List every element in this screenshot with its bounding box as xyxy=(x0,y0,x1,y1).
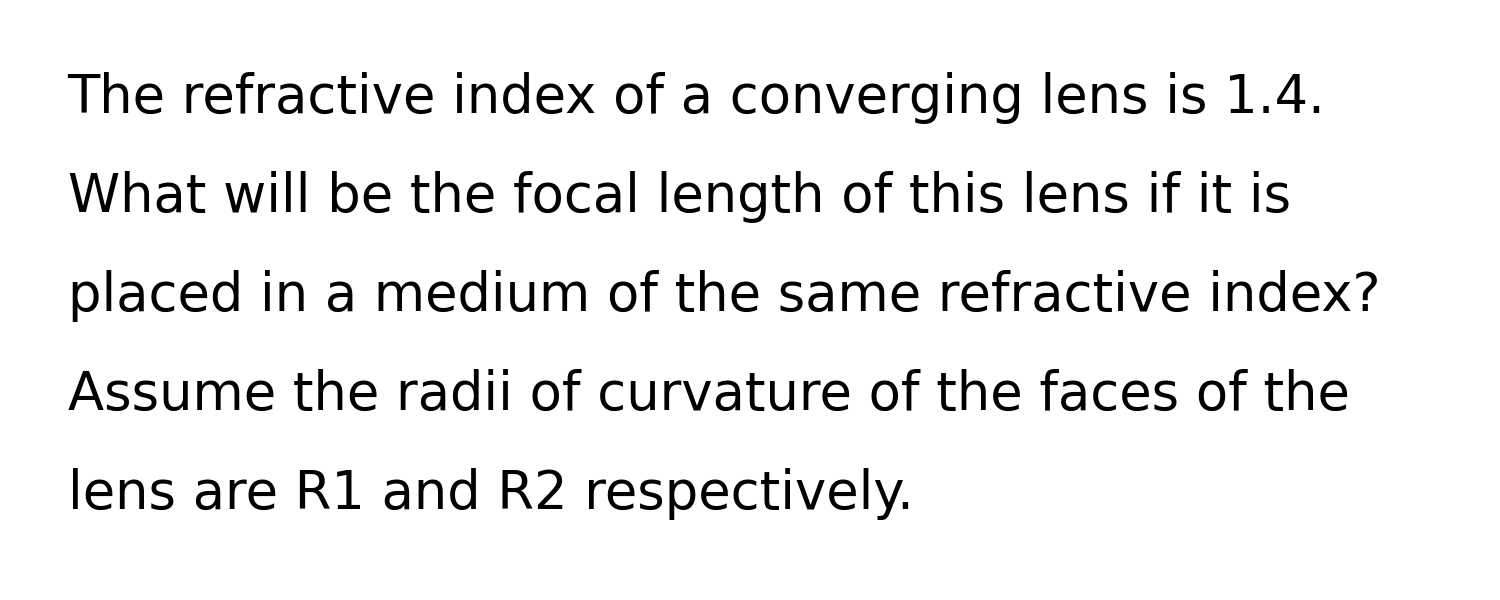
Text: placed in a medium of the same refractive index?: placed in a medium of the same refractiv… xyxy=(68,270,1380,322)
Text: The refractive index of a converging lens is 1.4.: The refractive index of a converging len… xyxy=(68,72,1326,124)
Text: What will be the focal length of this lens if it is: What will be the focal length of this le… xyxy=(68,171,1290,223)
Text: Assume the radii of curvature of the faces of the: Assume the radii of curvature of the fac… xyxy=(68,369,1350,421)
Text: lens are R1 and R2 respectively.: lens are R1 and R2 respectively. xyxy=(68,468,913,520)
